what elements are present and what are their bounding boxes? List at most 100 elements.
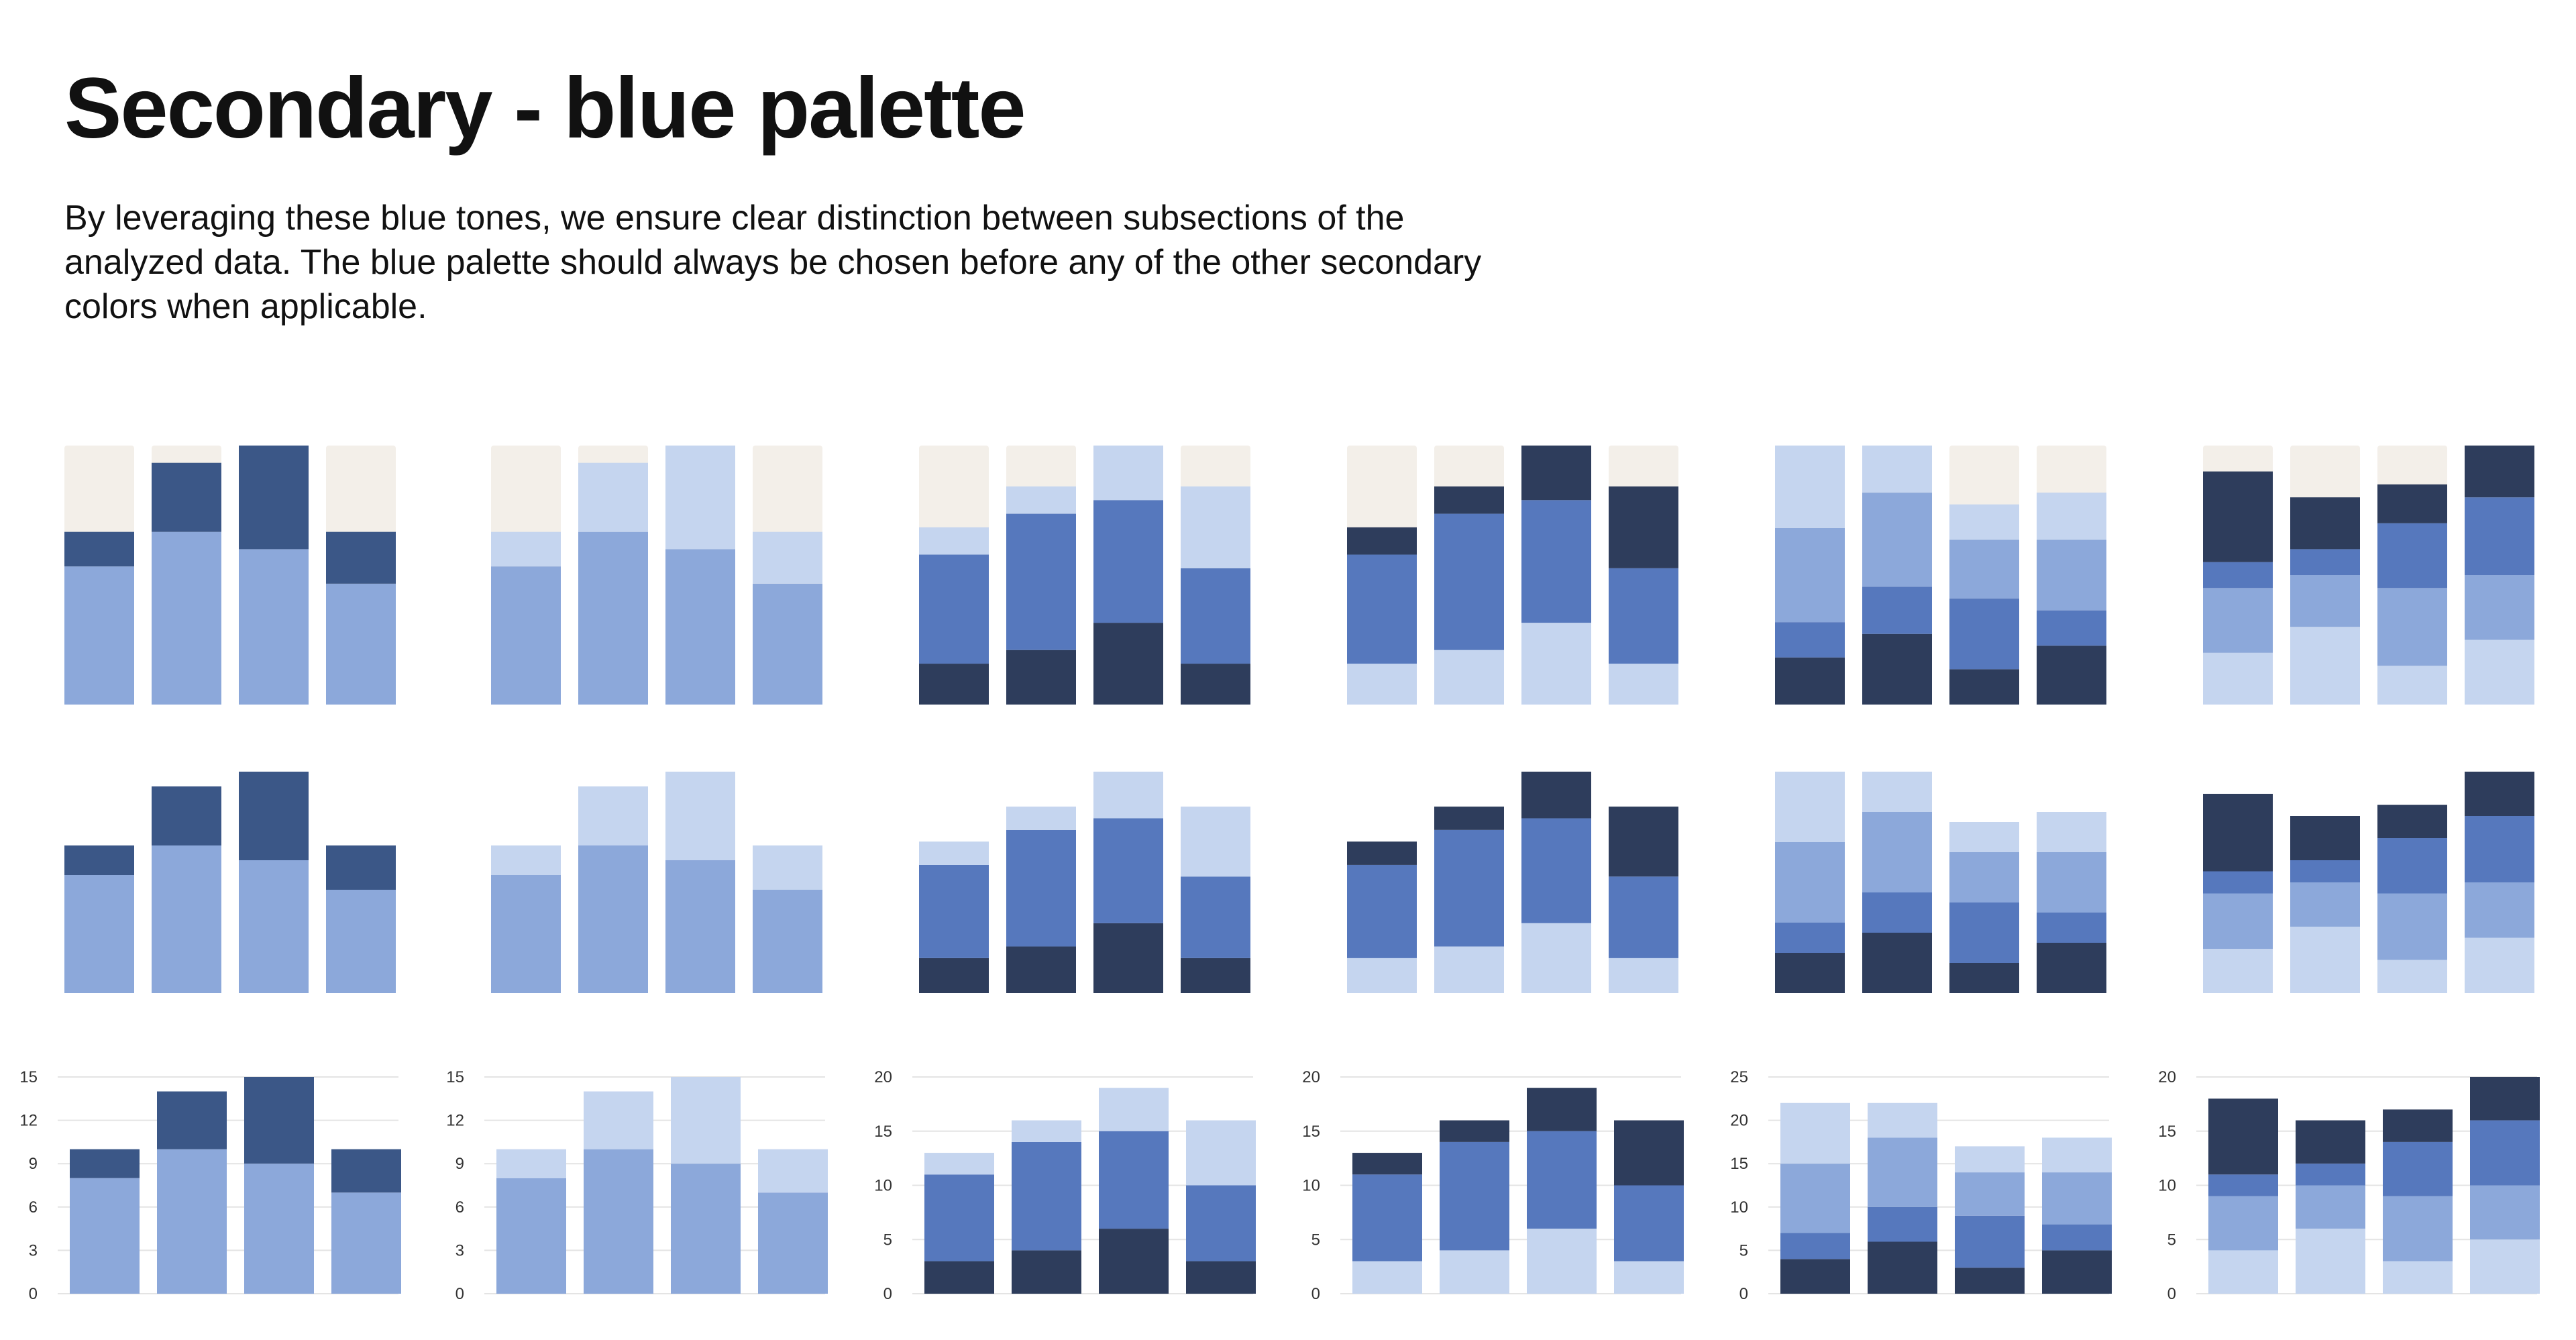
chart-with-track-4 [1347,446,1678,705]
bar-segment [1181,568,1250,664]
bar-segment [671,1164,741,1294]
bar-segment [1949,903,2019,963]
bar-segment [578,786,648,845]
bar-segment [2037,852,2106,913]
bar-segment [2465,446,2534,498]
bar-segment [1181,664,1250,705]
y-tick-label: 20 [1302,1068,1320,1086]
y-tick-label: 15 [19,1068,38,1086]
bar-segment [2208,1098,2278,1175]
bar-segment [665,549,735,705]
chart-plain-1 [64,772,396,993]
bar-segment [1093,818,1163,923]
y-tick-label: 5 [2167,1231,2176,1249]
bar-segment [1527,1229,1597,1294]
bar-segment [64,845,134,875]
bar-segment [1012,1141,1081,1251]
bar-segment [2377,484,2447,523]
bar-segment [239,549,309,705]
bar-segment [2383,1261,2453,1294]
chart-plain-2 [491,772,822,993]
bar-segment [1181,807,1250,877]
y-tick-label: 12 [19,1112,38,1130]
chart-with-axis-1: 0 3 6 9 12 15 [19,1068,401,1303]
bar-segment [758,1149,828,1193]
chart-plain-3 [919,772,1250,993]
bar-segment [924,1261,994,1294]
bar-segment [1521,923,1591,993]
y-tick-label: 0 [1311,1285,1320,1303]
bar-segment [1955,1215,2025,1268]
bar-segment [152,462,221,532]
bar-segment [239,446,309,550]
bar-segment [753,583,822,705]
bar-segment [1527,1088,1597,1131]
bar-segment [2470,1239,2540,1294]
bar-segment [1862,933,1932,993]
bar-segment [491,531,561,567]
bar-segment [1780,1233,1850,1259]
bar-segment [1614,1185,1684,1261]
y-tick-label: 5 [1739,1241,1748,1259]
bar-segment [1434,486,1504,514]
bar-segment [1780,1259,1850,1294]
bar-segment [578,531,648,705]
bar-segment [2290,627,2360,705]
bar-segment [919,841,989,865]
bar-segment [2465,772,2534,816]
bar-segment [1521,500,1591,623]
bar-segment [1609,876,1678,958]
y-tick-label: 0 [455,1285,464,1303]
bar-segment [665,446,735,550]
y-tick-label: 15 [1730,1155,1748,1173]
bar-segment [665,772,735,860]
y-tick-label: 5 [1311,1231,1320,1249]
bar-segment [1775,622,1845,658]
bar-segment [1006,513,1076,650]
bar-segment [919,864,989,958]
bar-segment [578,845,648,993]
bar-segment [1347,958,1417,993]
bar-segment [1012,1120,1081,1142]
bar-segment [1949,963,2019,993]
bar-segment [2465,816,2534,882]
bar-segment [1868,1137,1937,1207]
bar-segment [1609,807,1678,877]
bar-segment [2377,893,2447,960]
chart-with-axis-5: 0 5 10 15 20 25 [1730,1068,2112,1303]
bar-segment [2203,471,2273,562]
bar-segment [1434,946,1504,993]
bar-segment [64,875,134,993]
bar-segment [1775,923,1845,953]
bar-segment [2042,1172,2112,1225]
bar-segment [1862,446,1932,493]
y-tick-label: 12 [446,1112,464,1130]
bar-segment [753,890,822,993]
chart-with-axis-3: 0 5 10 15 20 [874,1068,1256,1303]
bar-segment [1347,527,1417,555]
bar-segment [1949,599,2019,670]
bar-segment [2465,497,2534,575]
chart-with-axis-6: 0 5 10 15 20 [2158,1068,2540,1303]
bar-segment [70,1178,140,1294]
bar-segment [244,1164,314,1294]
bar-segment [1521,772,1591,819]
bar-segment [1949,669,2019,705]
bar-segment [2203,871,2273,894]
bar-segment [671,1077,741,1164]
bar-segment [491,845,561,875]
bar-segment [2037,539,2106,611]
bar-segment [2377,523,2447,588]
bar-segment [152,786,221,845]
chart-with-track-5 [1775,446,2106,705]
bar-segment [1955,1268,2025,1294]
bar-segment [2296,1229,2365,1294]
bar-segment [753,845,822,890]
bar-segment [1775,772,1845,842]
bar-segment [1093,623,1163,705]
bar-segment [1862,633,1932,705]
bar-segment [496,1149,566,1178]
bar-segment [491,566,561,705]
bar-segment [2208,1174,2278,1196]
bar-segment [1352,1261,1422,1294]
